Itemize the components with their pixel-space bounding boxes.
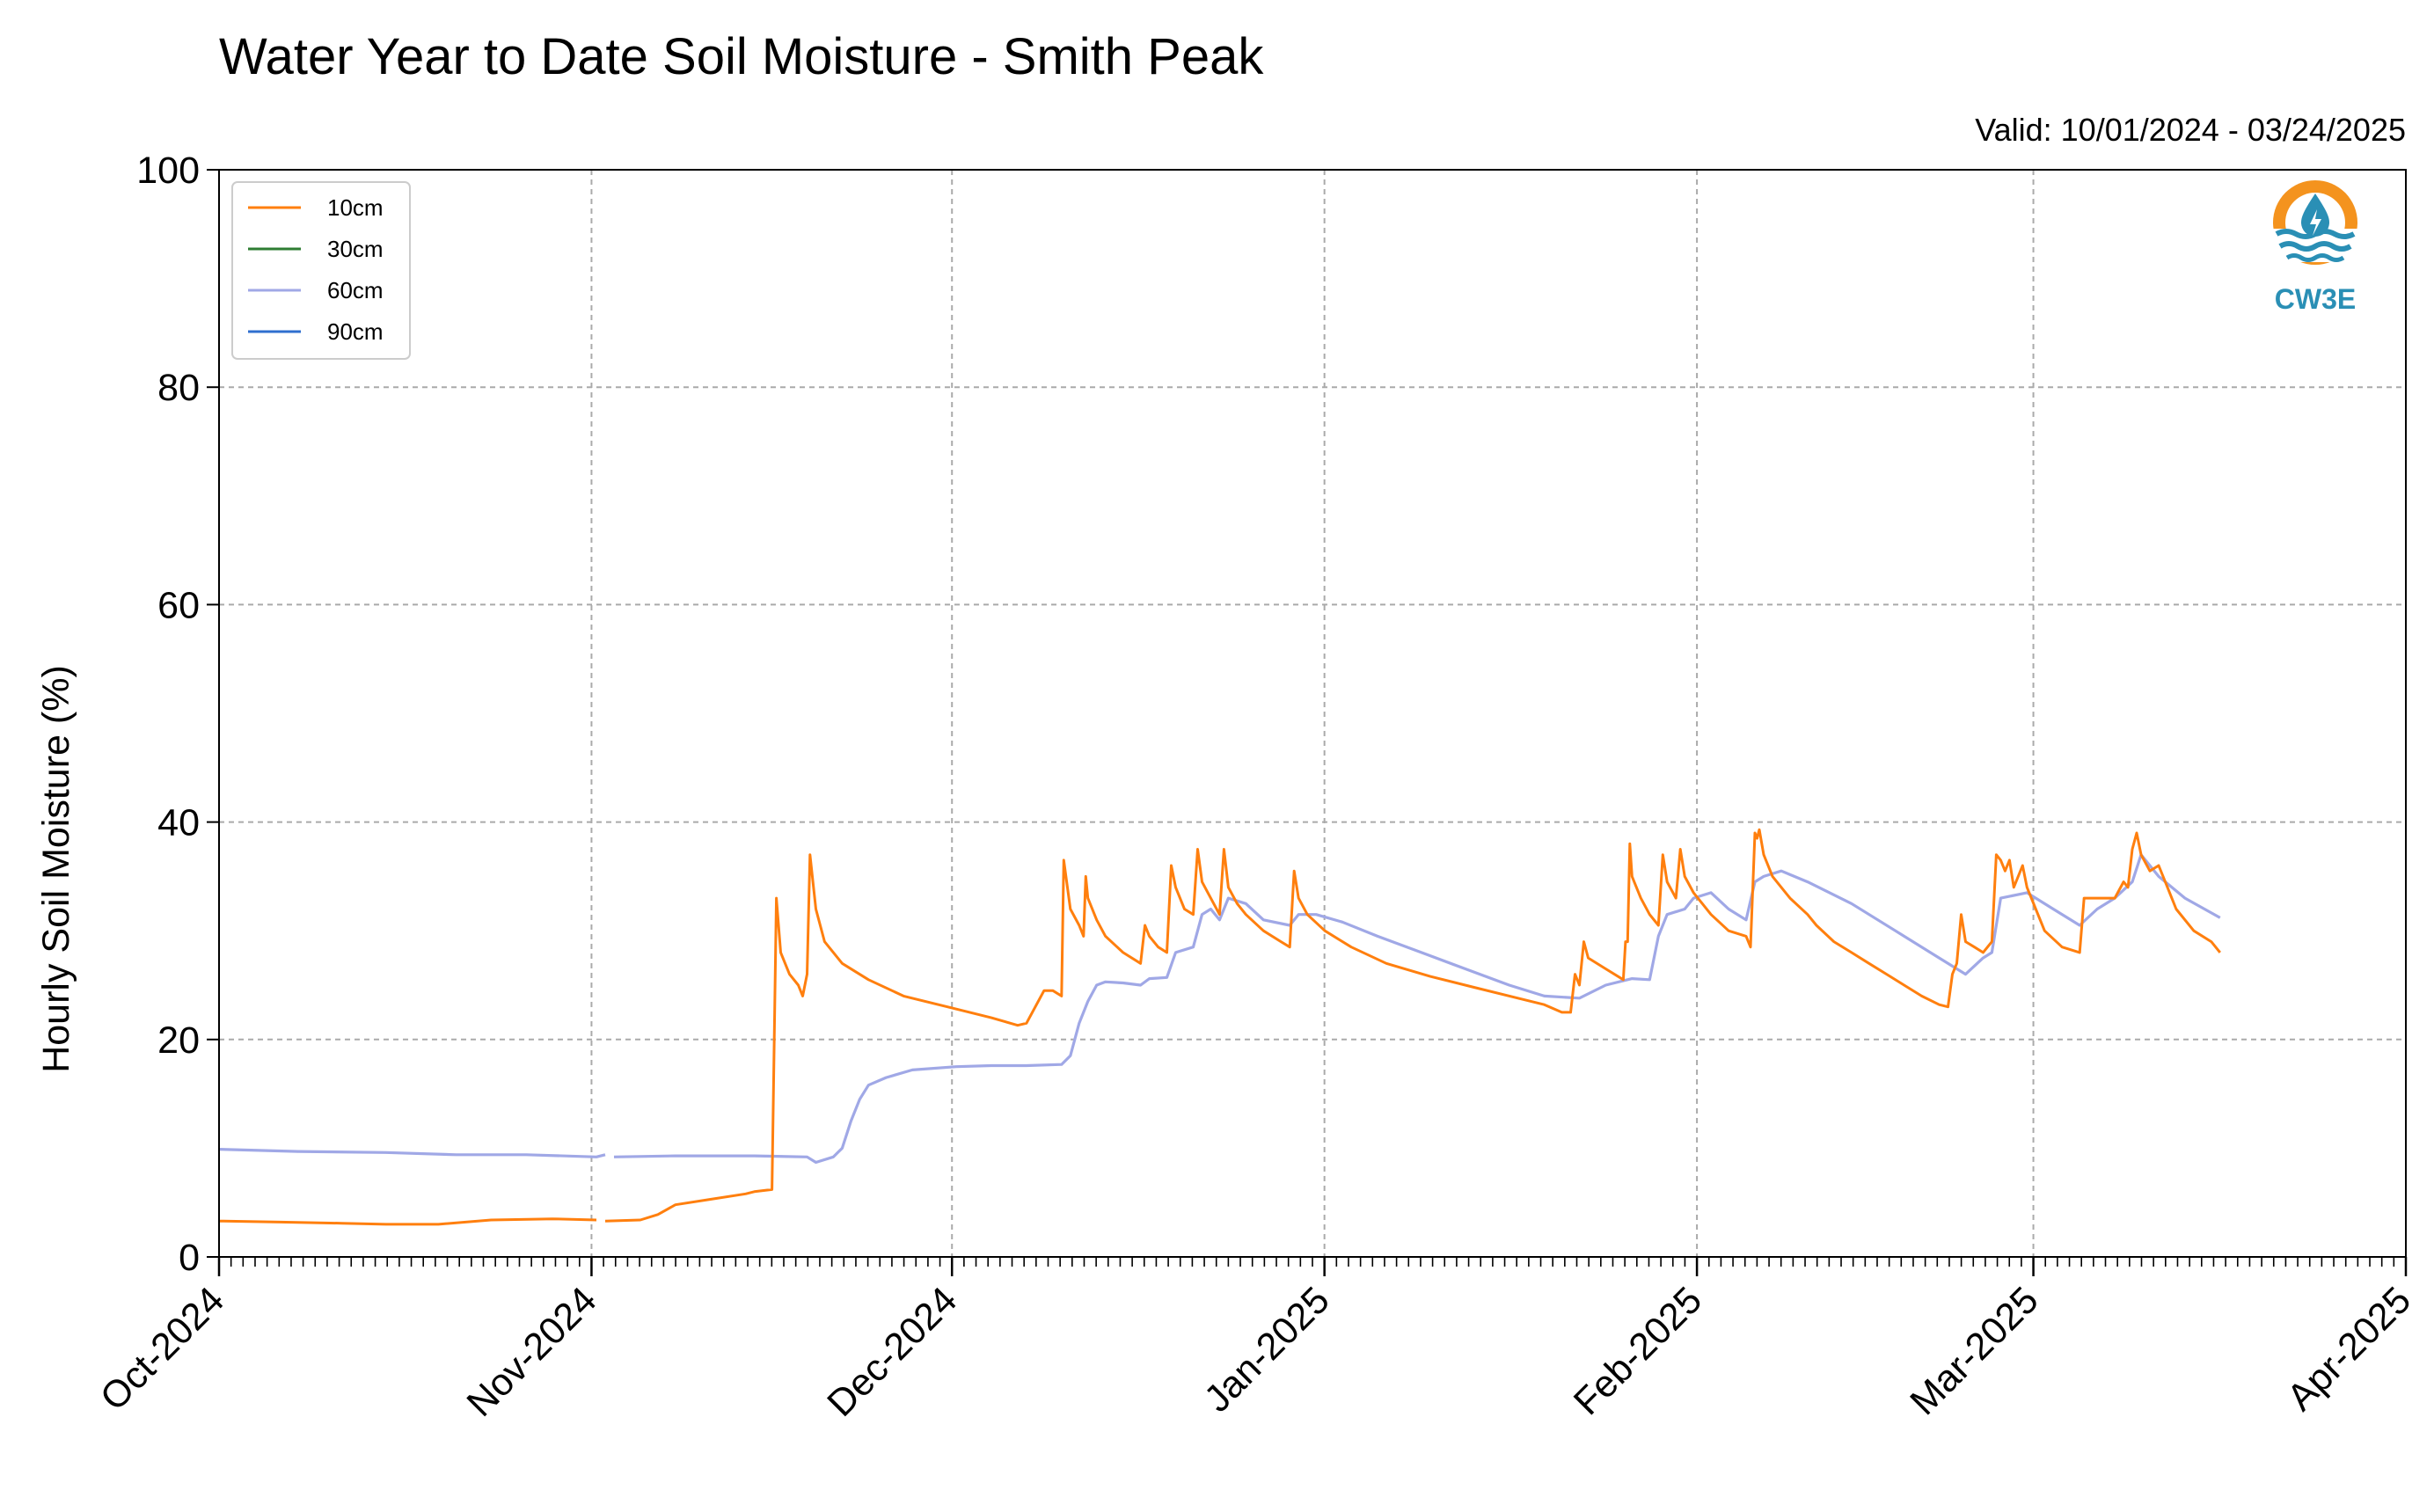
legend-label-60cm: 60cm xyxy=(327,277,384,303)
legend-label-10cm: 10cm xyxy=(327,194,384,221)
y-tick-label: 20 xyxy=(157,1019,200,1062)
legend-label-30cm: 30cm xyxy=(327,236,384,262)
series-line-60cm xyxy=(613,853,2221,1165)
y-tick-label: 100 xyxy=(136,150,200,192)
x-tick-label: Nov-2024 xyxy=(459,1279,605,1425)
x-tick-label: Oct-2024 xyxy=(92,1279,232,1419)
y-tick-label: 80 xyxy=(157,367,200,409)
x-tick-label: Apr-2025 xyxy=(2279,1279,2419,1419)
series-line-10cm xyxy=(604,828,2221,1223)
x-tick-label: Feb-2025 xyxy=(1566,1279,1710,1423)
grid-lines xyxy=(219,170,2406,1257)
bolt-icon xyxy=(2310,209,2321,236)
x-tick-label: Jan-2025 xyxy=(1196,1279,1338,1421)
logo-wave-3 xyxy=(2285,253,2345,262)
y-tick-labels: 0 20 40 60 80 100 xyxy=(136,150,200,1279)
series-line-60cm xyxy=(218,1148,606,1158)
y-axis-label: Hourly Soil Moisture (%) xyxy=(35,665,77,1073)
plot-frame xyxy=(218,169,2407,1258)
series-line-10cm xyxy=(218,1217,597,1226)
y-tick-label: 60 xyxy=(157,584,200,626)
logo-wave-2 xyxy=(2278,241,2352,252)
chart-title: Water Year to Date Soil Moisture - Smith… xyxy=(219,28,1264,85)
chart-subtitle: Valid: 10/01/2024 - 03/24/2025 xyxy=(1975,112,2406,148)
cw3e-logo: CW3E xyxy=(2271,180,2359,315)
x-tick-label: Dec-2024 xyxy=(820,1279,966,1425)
series-lines xyxy=(218,828,2221,1226)
y-tick-label: 0 xyxy=(179,1237,200,1279)
legend: 10cm 30cm 60cm 90cm xyxy=(231,181,411,360)
x-tick-labels: Oct-2024 Nov-2024 Dec-2024 Jan-2025 Feb-2025… xyxy=(92,1279,2419,1425)
y-tick-label: 40 xyxy=(157,802,200,844)
logo-text: CW3E xyxy=(2275,283,2356,315)
axis-ticks xyxy=(207,169,2408,1276)
x-tick-label: Mar-2025 xyxy=(1903,1279,2047,1423)
legend-box xyxy=(231,181,411,360)
legend-label-90cm: 90cm xyxy=(327,318,384,345)
